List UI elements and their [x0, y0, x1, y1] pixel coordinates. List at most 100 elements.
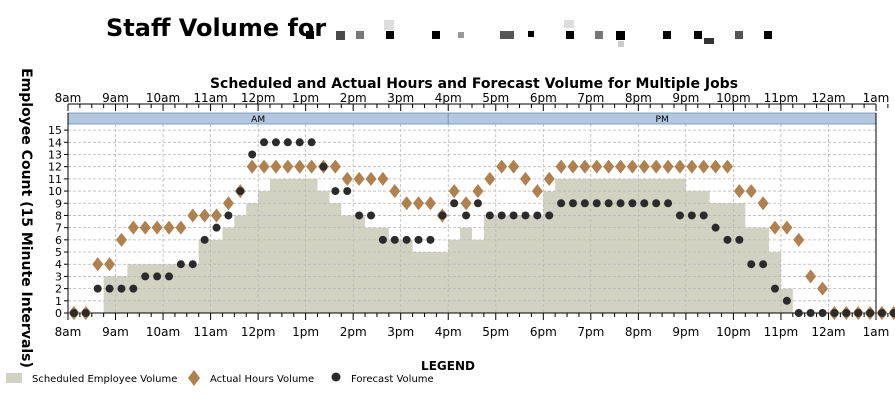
- forecast-point: [271, 138, 280, 147]
- forecast-point: [735, 235, 744, 244]
- forecast-point: [521, 211, 530, 220]
- x-tick-label-bottom: 12am: [811, 325, 845, 339]
- actual-hours-point: [127, 220, 139, 235]
- x-tick-label-bottom: 4pm: [435, 325, 462, 339]
- legend-label-forecast: Forecast Volume: [351, 374, 434, 385]
- x-tick-label-top: 4pm: [435, 91, 462, 105]
- forecast-point: [723, 235, 732, 244]
- x-tick-label-top: 3pm: [387, 91, 414, 105]
- axes: 01234567891011121314158am8am9am9am10am10…: [48, 91, 890, 339]
- forecast-point: [509, 211, 518, 220]
- x-tick-label-bottom: 2pm: [340, 325, 367, 339]
- x-tick-label-top: 12pm: [241, 91, 276, 105]
- chart-title: Scheduled and Actual Hours and Forecast …: [210, 76, 738, 92]
- forecast-point: [319, 162, 328, 171]
- y-tick-label: 0: [55, 307, 62, 320]
- forecast-point: [93, 284, 102, 293]
- forecast-point: [176, 260, 185, 269]
- x-tick-label-top: 2pm: [340, 91, 367, 105]
- forecast-point: [830, 309, 839, 317]
- actual-hours-point: [460, 196, 472, 211]
- legend-swatch-actual: [188, 370, 200, 386]
- actual-hours-point: [519, 171, 531, 186]
- x-tick-label-top: 1pm: [292, 91, 319, 105]
- actual-hours-point: [686, 159, 698, 174]
- forecast-markers: [69, 138, 895, 317]
- forecast-point: [592, 199, 601, 208]
- x-tick-label-top: 8am: [55, 91, 82, 105]
- x-tick-label-bottom: 7pm: [577, 325, 604, 339]
- x-tick-label-top: 12am: [811, 91, 845, 105]
- forecast-point: [390, 235, 399, 244]
- actual-hours-point: [615, 159, 627, 174]
- x-tick-label-bottom: 3pm: [387, 325, 414, 339]
- y-tick-label: 9: [55, 197, 62, 210]
- y-tick-label: 11: [48, 173, 62, 186]
- forecast-point: [842, 309, 851, 317]
- y-tick-label: 15: [48, 124, 62, 137]
- actual-hours-point: [757, 196, 769, 211]
- actual-hours-point: [448, 184, 460, 199]
- y-tick-label: 4: [55, 258, 62, 271]
- actual-hours-point: [674, 159, 686, 174]
- forecast-point: [699, 211, 708, 220]
- x-tick-label-top: 5pm: [482, 91, 509, 105]
- forecast-point: [81, 309, 90, 317]
- forecast-point: [165, 272, 173, 281]
- actual-hours-point: [163, 220, 175, 235]
- actual-hours-point: [484, 171, 496, 186]
- actual-hours-point: [721, 159, 733, 174]
- forecast-point: [473, 199, 482, 208]
- forecast-point: [438, 211, 447, 220]
- forecast-point: [307, 138, 316, 147]
- actual-hours-point: [567, 159, 579, 174]
- x-tick-label-top: 11am: [193, 91, 227, 105]
- y-tick-label: 7: [55, 222, 62, 235]
- forecast-point: [414, 235, 423, 244]
- actual-hours-point: [151, 220, 163, 235]
- actual-hours-point: [805, 269, 817, 284]
- forecast-point: [782, 296, 791, 305]
- actual-hours-point: [282, 159, 294, 174]
- actual-hours-point: [115, 232, 127, 247]
- legend-swatch-scheduled: [6, 373, 22, 383]
- forecast-point: [604, 199, 613, 208]
- forecast-point: [747, 260, 756, 269]
- actual-hours-point: [104, 257, 116, 272]
- x-tick-label-top: 1am: [863, 91, 890, 105]
- actual-hours-point: [92, 257, 104, 272]
- y-tick-label: 5: [55, 246, 62, 259]
- actual-hours-point: [246, 159, 258, 174]
- forecast-point: [711, 223, 720, 232]
- x-tick-label-bottom: 6pm: [530, 325, 557, 339]
- actual-hours-point: [365, 171, 377, 186]
- forecast-point: [295, 138, 304, 147]
- actual-hours-point: [175, 220, 187, 235]
- actual-hours-point: [626, 159, 638, 174]
- forecast-point: [141, 272, 150, 281]
- forecast-point: [105, 284, 114, 293]
- forecast-point: [675, 211, 684, 220]
- actual-hours-point: [472, 184, 484, 199]
- actual-hours-point: [745, 184, 757, 199]
- x-tick-label-top: 9am: [102, 91, 129, 105]
- actual-hours-point: [793, 232, 805, 247]
- forecast-point: [367, 211, 375, 220]
- legend-label-actual: Actual Hours Volume: [210, 374, 314, 385]
- actual-hours-point: [377, 171, 389, 186]
- x-tick-label-top: 9pm: [672, 91, 699, 105]
- forecast-point: [818, 309, 827, 317]
- page-title: Staff Volume for: [106, 14, 327, 42]
- x-tick-label-top: 8pm: [625, 91, 652, 105]
- forecast-point: [545, 211, 554, 220]
- actual-hours-point: [222, 196, 234, 211]
- actual-hours-point: [543, 171, 555, 186]
- x-tick-label-top: 7pm: [577, 91, 604, 105]
- forecast-point: [188, 260, 197, 269]
- forecast-point: [759, 260, 768, 269]
- actual-hours-point: [211, 208, 223, 223]
- forecast-point: [771, 284, 779, 293]
- am-band-label: AM: [251, 115, 265, 125]
- grid: [68, 124, 876, 313]
- forecast-point: [889, 309, 895, 317]
